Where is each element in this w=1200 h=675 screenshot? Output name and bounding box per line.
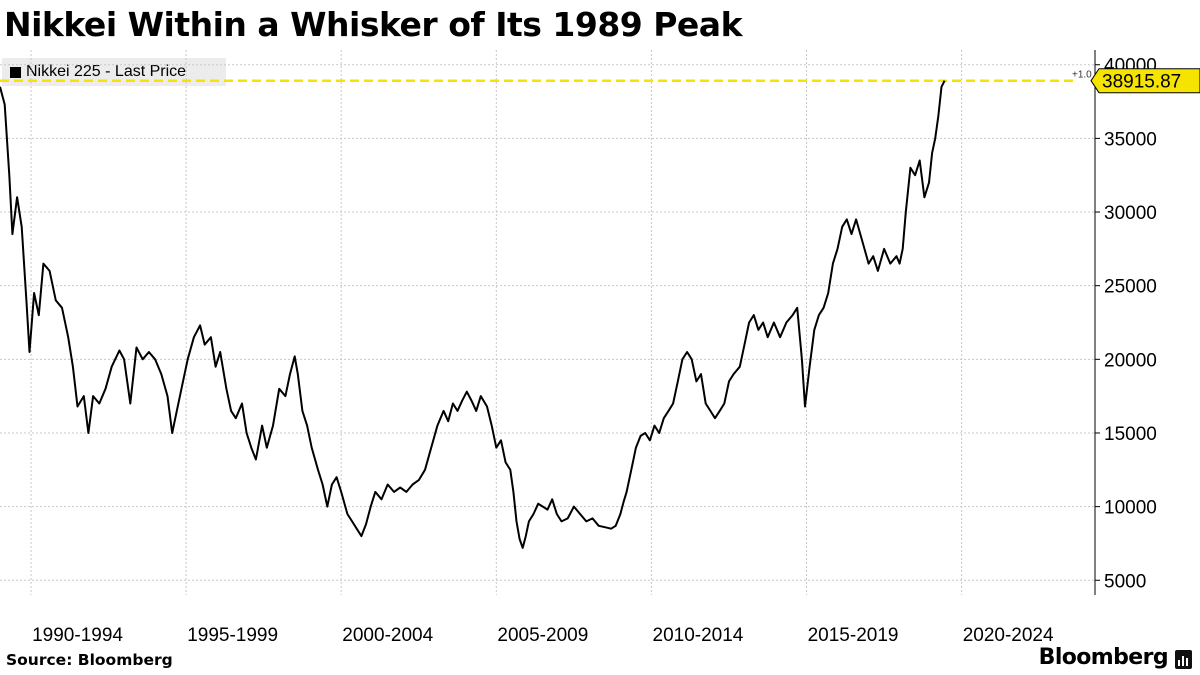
x-tick-label: 2010-2014 [653, 625, 744, 646]
last-price-label: 38915.87 [1102, 72, 1181, 93]
last-price-tag [1090, 68, 1200, 94]
series-line-nikkei-225 [0, 80, 946, 549]
source-note: Source: Bloomberg [6, 651, 173, 669]
legend-swatch [10, 66, 21, 78]
x-tick-label: 1995-1999 [187, 625, 278, 646]
series-group [0, 80, 946, 549]
y-tick-label: 20000 [1104, 350, 1157, 371]
y-tick-label: 35000 [1104, 129, 1157, 150]
y-tick-label: 30000 [1104, 203, 1157, 224]
brand-logo: Bloomberg [1038, 645, 1169, 670]
axis-ticks: 5000100001500020000250003000035000400001… [32, 50, 1157, 646]
x-tick-label: 2020-2024 [963, 625, 1054, 646]
x-tick-label: 2005-2009 [497, 625, 588, 646]
reference-line-group: +1.0 38915.87 [0, 68, 1200, 94]
y-tick-label: 10000 [1104, 498, 1157, 519]
y-tick-label: 5000 [1104, 571, 1146, 592]
x-tick-label: 2015-2019 [808, 625, 899, 646]
x-tick-label: 2000-2004 [342, 625, 433, 646]
y-tick-label: 15000 [1104, 424, 1157, 445]
legend-label: Nikkei 225 - Last Price [26, 63, 187, 80]
x-tick-label: 1990-1994 [32, 625, 123, 646]
gridlines [0, 50, 1095, 595]
chart-title: Nikkei Within a Whisker of Its 1989 Peak [4, 5, 743, 44]
reference-annotation: +1.0 [1072, 70, 1092, 81]
y-tick-label: 25000 [1104, 277, 1157, 298]
bloomberg-bars-icon [1175, 650, 1192, 669]
